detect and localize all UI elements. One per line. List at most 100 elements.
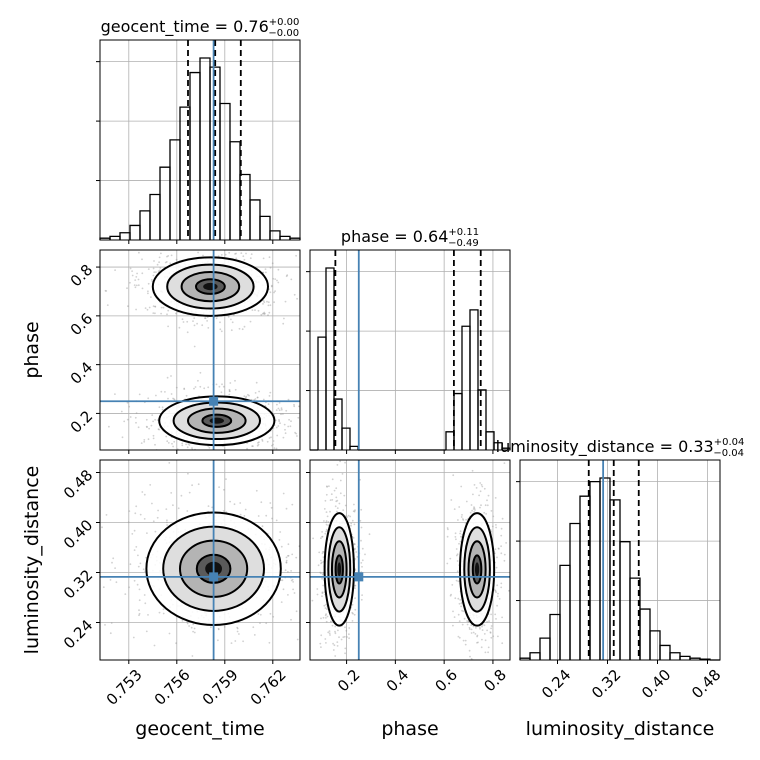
sample-point bbox=[461, 609, 463, 612]
sample-point bbox=[301, 568, 303, 570]
sample-point bbox=[283, 317, 285, 320]
sample-point bbox=[494, 497, 497, 499]
sample-point bbox=[326, 615, 329, 618]
sample-point bbox=[276, 451, 278, 453]
sample-point bbox=[333, 489, 336, 492]
x-axis-label-phase: phase bbox=[381, 718, 438, 740]
sample-point bbox=[284, 569, 287, 572]
sample-point bbox=[500, 545, 502, 548]
sample-point bbox=[360, 562, 363, 564]
sample-point bbox=[269, 612, 272, 615]
sample-point bbox=[138, 609, 140, 612]
contour-line bbox=[166, 263, 255, 310]
sample-point bbox=[73, 515, 75, 517]
sample-point bbox=[236, 627, 239, 630]
sample-point bbox=[166, 521, 168, 524]
sample-point bbox=[231, 245, 233, 247]
sample-point bbox=[228, 393, 231, 396]
sample-point bbox=[350, 522, 353, 525]
sample-point bbox=[321, 592, 324, 595]
sample-point bbox=[351, 620, 354, 622]
sample-point bbox=[447, 528, 449, 531]
sample-point bbox=[267, 301, 270, 304]
panel-frame-phase-vs-luminosity_distance bbox=[309, 459, 511, 661]
sample-point bbox=[323, 520, 325, 522]
sample-point bbox=[456, 553, 459, 556]
sample-point bbox=[284, 300, 287, 303]
sample-point bbox=[254, 392, 257, 394]
sample-point bbox=[135, 505, 138, 508]
sample-point bbox=[160, 252, 162, 255]
sample-point bbox=[197, 251, 200, 254]
sample-point bbox=[306, 575, 308, 577]
sample-point bbox=[304, 547, 306, 549]
sample-point bbox=[227, 315, 230, 318]
truth-marker-phase-vs-luminosity_distance bbox=[354, 572, 364, 582]
sample-point bbox=[165, 435, 168, 438]
sample-point bbox=[199, 385, 202, 388]
contour-line bbox=[330, 540, 348, 599]
sample-point bbox=[273, 301, 275, 304]
sample-point bbox=[258, 441, 260, 444]
sample-point bbox=[460, 485, 463, 488]
sample-point bbox=[348, 633, 350, 636]
sample-point bbox=[342, 695, 344, 697]
sample-point bbox=[323, 300, 325, 302]
sample-point bbox=[484, 504, 487, 507]
sample-point bbox=[272, 443, 274, 446]
sample-point bbox=[495, 618, 497, 620]
contour-line bbox=[151, 256, 269, 317]
sample-point bbox=[295, 432, 298, 435]
sample-point bbox=[320, 634, 323, 637]
sample-point bbox=[104, 624, 106, 626]
sample-point bbox=[486, 621, 488, 623]
sample-point bbox=[338, 502, 341, 505]
panel-frame-diag-luminosity_distance bbox=[519, 459, 721, 661]
sample-point bbox=[137, 554, 139, 557]
sample-point bbox=[211, 506, 214, 509]
sample-point bbox=[175, 312, 177, 315]
sample-point bbox=[479, 627, 481, 630]
sample-point bbox=[212, 241, 214, 243]
sample-point bbox=[186, 446, 189, 449]
sample-point bbox=[131, 533, 134, 535]
sample-point bbox=[457, 519, 459, 521]
sample-point bbox=[301, 606, 303, 608]
sample-point bbox=[293, 293, 296, 296]
sample-point bbox=[255, 381, 258, 384]
sample-point bbox=[260, 313, 263, 316]
x-tick-label-luminosity_distance: 0.40 bbox=[638, 666, 674, 702]
panel-frame-diag-phase bbox=[309, 249, 511, 451]
sample-point bbox=[496, 584, 499, 587]
sample-point bbox=[276, 403, 278, 406]
sample-point bbox=[452, 624, 454, 627]
sample-point bbox=[344, 504, 347, 507]
sample-point bbox=[290, 570, 292, 572]
sample-point bbox=[143, 594, 146, 596]
y-tick-label-luminosity_distance: 0.40 bbox=[60, 516, 96, 552]
sample-point bbox=[449, 557, 452, 560]
y-tick-label-luminosity_distance: 0.48 bbox=[60, 466, 96, 502]
sample-point bbox=[270, 285, 273, 288]
sample-point bbox=[495, 524, 497, 526]
sample-point bbox=[257, 443, 260, 446]
sample-point bbox=[220, 254, 223, 256]
contour-line bbox=[327, 526, 352, 613]
sample-point bbox=[105, 514, 108, 516]
sample-point bbox=[321, 531, 323, 533]
sample-point bbox=[489, 632, 492, 634]
hist-bin-geocent_time bbox=[269, 230, 281, 240]
sample-point bbox=[263, 312, 266, 315]
sample-point bbox=[290, 579, 293, 582]
sample-point bbox=[307, 553, 309, 555]
sample-point bbox=[217, 628, 220, 631]
y-tick-label-phase: 0.8 bbox=[67, 261, 97, 291]
sample-point bbox=[135, 276, 138, 278]
sample-point bbox=[217, 639, 219, 642]
sample-point bbox=[336, 507, 339, 509]
sample-point bbox=[496, 556, 498, 559]
sample-point bbox=[271, 262, 274, 265]
sample-point bbox=[470, 658, 473, 660]
sample-point bbox=[170, 254, 173, 257]
sample-point bbox=[114, 393, 116, 395]
